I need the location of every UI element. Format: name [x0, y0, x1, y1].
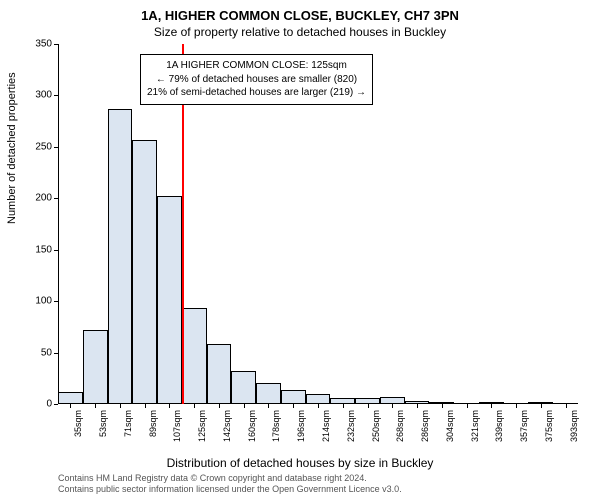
x-tick-label: 357sqm	[519, 410, 529, 442]
x-tick	[343, 404, 344, 408]
chart-title-main: 1A, HIGHER COMMON CLOSE, BUCKLEY, CH7 3P…	[0, 0, 600, 23]
histogram-bar	[281, 390, 306, 404]
info-line-3: 21% of semi-detached houses are larger (…	[147, 86, 366, 100]
x-tick	[268, 404, 269, 408]
y-tick	[54, 44, 58, 45]
x-tick	[120, 404, 121, 408]
y-axis-line	[58, 44, 59, 404]
x-tick	[566, 404, 567, 408]
info-line-1: 1A HIGHER COMMON CLOSE: 125sqm	[147, 59, 366, 73]
histogram-bar	[256, 383, 281, 404]
x-tick	[95, 404, 96, 408]
y-tick-label: 300	[22, 90, 52, 101]
histogram-bar	[306, 394, 331, 404]
footer-line-2: Contains public sector information licen…	[58, 484, 402, 496]
chart-footer: Contains HM Land Registry data © Crown c…	[58, 473, 402, 496]
x-tick-label: 214sqm	[321, 410, 331, 442]
y-tick	[54, 147, 58, 148]
y-tick	[54, 353, 58, 354]
x-tick	[516, 404, 517, 408]
x-tick	[442, 404, 443, 408]
y-tick-label: 350	[22, 39, 52, 50]
x-tick-label: 142sqm	[222, 410, 232, 442]
y-tick	[54, 404, 58, 405]
x-tick	[219, 404, 220, 408]
x-tick	[194, 404, 195, 408]
histogram-bar	[231, 371, 256, 404]
histogram-bar	[157, 196, 182, 404]
y-tick-label: 200	[22, 193, 52, 204]
x-tick	[70, 404, 71, 408]
x-tick	[417, 404, 418, 408]
x-tick-label: 196sqm	[296, 410, 306, 442]
x-tick-label: 268sqm	[395, 410, 405, 442]
x-tick	[145, 404, 146, 408]
x-tick-label: 160sqm	[247, 410, 257, 442]
x-tick-label: 71sqm	[123, 410, 133, 437]
x-tick-label: 178sqm	[271, 410, 281, 442]
y-tick	[54, 95, 58, 96]
x-tick-label: 35sqm	[73, 410, 83, 437]
x-tick	[392, 404, 393, 408]
histogram-bar	[380, 397, 405, 404]
histogram-bar	[58, 392, 83, 404]
x-tick	[368, 404, 369, 408]
x-tick	[293, 404, 294, 408]
x-tick-label: 107sqm	[172, 410, 182, 442]
chart-plot-area: 1A HIGHER COMMON CLOSE: 125sqm← 79% of d…	[58, 44, 578, 404]
x-tick-label: 375sqm	[544, 410, 554, 442]
x-axis-title: Distribution of detached houses by size …	[0, 456, 600, 470]
x-tick-label: 89sqm	[148, 410, 158, 437]
x-tick-label: 321sqm	[470, 410, 480, 442]
x-tick	[491, 404, 492, 408]
x-tick	[541, 404, 542, 408]
y-tick	[54, 250, 58, 251]
y-tick-label: 100	[22, 296, 52, 307]
histogram-plot: 1A HIGHER COMMON CLOSE: 125sqm← 79% of d…	[58, 44, 578, 404]
x-tick	[318, 404, 319, 408]
histogram-bar	[182, 308, 207, 404]
y-tick	[54, 198, 58, 199]
y-axis-label: Number of detached properties	[6, 72, 18, 224]
x-tick	[244, 404, 245, 408]
y-tick-label: 0	[22, 399, 52, 410]
x-tick-label: 53sqm	[98, 410, 108, 437]
histogram-bar	[83, 330, 108, 404]
x-tick-label: 286sqm	[420, 410, 430, 442]
info-line-2: ← 79% of detached houses are smaller (82…	[147, 73, 366, 87]
y-tick-label: 50	[22, 347, 52, 358]
property-info-box: 1A HIGHER COMMON CLOSE: 125sqm← 79% of d…	[140, 54, 373, 105]
histogram-bar	[132, 140, 157, 404]
x-tick	[169, 404, 170, 408]
y-tick	[54, 301, 58, 302]
x-tick-label: 393sqm	[569, 410, 579, 442]
x-tick-label: 250sqm	[371, 410, 381, 442]
x-tick-label: 125sqm	[197, 410, 207, 442]
x-tick-label: 304sqm	[445, 410, 455, 442]
histogram-bar	[207, 344, 232, 404]
y-tick-label: 150	[22, 244, 52, 255]
x-tick-label: 339sqm	[494, 410, 504, 442]
chart-title-sub: Size of property relative to detached ho…	[0, 23, 600, 39]
histogram-bar	[108, 109, 133, 404]
x-tick	[467, 404, 468, 408]
x-tick-label: 232sqm	[346, 410, 356, 442]
footer-line-1: Contains HM Land Registry data © Crown c…	[58, 473, 402, 485]
y-tick-label: 250	[22, 141, 52, 152]
